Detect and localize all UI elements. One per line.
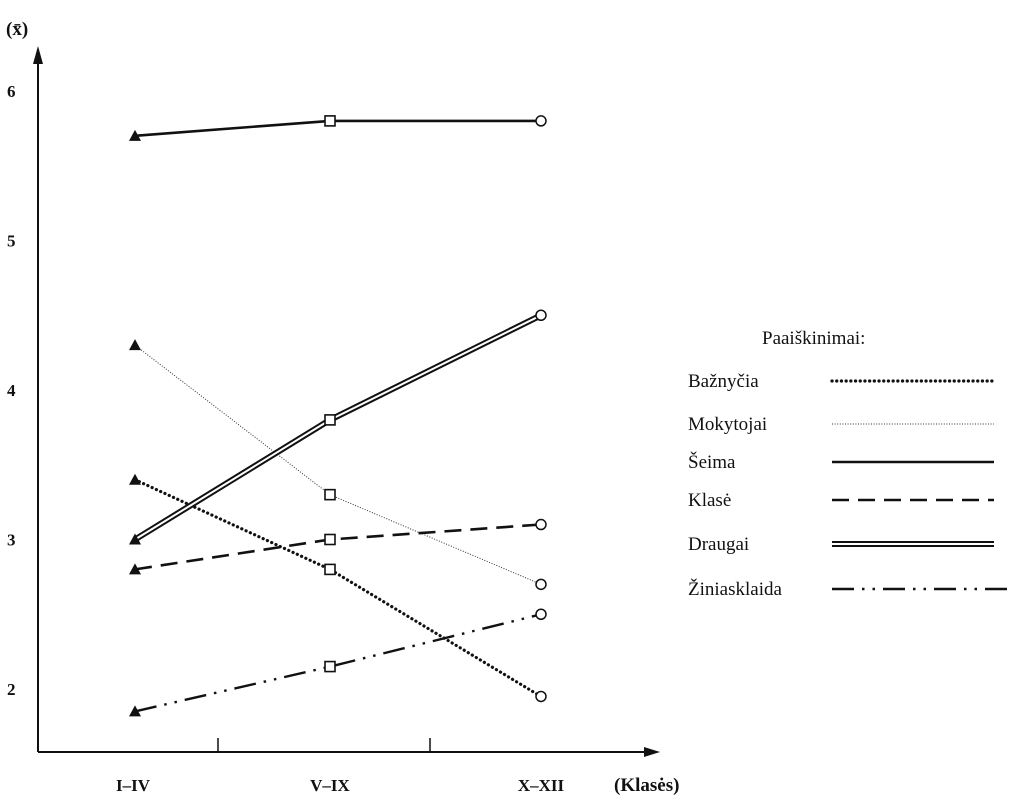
y-tick-label: 2 bbox=[7, 680, 16, 699]
square-marker bbox=[324, 488, 336, 501]
legend-label: Klasė bbox=[688, 490, 731, 511]
square-marker bbox=[324, 563, 336, 576]
triangle-marker bbox=[129, 473, 141, 485]
y-tick-label: 5 bbox=[7, 232, 16, 251]
y-tick-label: 4 bbox=[7, 381, 16, 400]
circle-marker bbox=[535, 690, 547, 703]
series-line bbox=[133, 312, 543, 543]
legend-items: Bažnyčia Mokytojai Šeima Klasė Draugai Žinias… bbox=[688, 371, 1008, 600]
series-line-inner bbox=[134, 314, 542, 541]
category-labels: I–IV V–IX X–XII bbox=[116, 776, 565, 795]
x-axis-label: (Klasės) bbox=[614, 775, 679, 796]
category-label: I–IV bbox=[116, 776, 151, 795]
legend-label: Žiniasklaida bbox=[688, 578, 782, 600]
category-label: V–IX bbox=[310, 776, 350, 795]
circle-marker bbox=[535, 115, 547, 127]
triangle-marker bbox=[129, 339, 141, 351]
circle-marker bbox=[535, 518, 547, 531]
square-marker bbox=[324, 414, 336, 426]
triangle-marker bbox=[129, 533, 141, 545]
series-line bbox=[134, 344, 542, 585]
circle-marker bbox=[535, 309, 547, 321]
series-lines bbox=[133, 119, 543, 713]
y-tick-label: 6 bbox=[7, 82, 16, 101]
square-marker bbox=[324, 660, 336, 673]
y-tick-labels: 2 3 4 5 6 bbox=[7, 82, 16, 699]
triangle-marker bbox=[129, 705, 141, 717]
series-line bbox=[134, 119, 541, 138]
y-tick-label: 3 bbox=[7, 531, 16, 550]
square-marker bbox=[324, 533, 336, 546]
legend-title: Paaiškinimai: bbox=[762, 328, 865, 349]
series-line bbox=[134, 613, 542, 713]
circle-marker bbox=[535, 608, 547, 620]
legend-label: Šeima bbox=[688, 451, 736, 473]
legend: Paaiškinimai: Bažnyčia Mokytojai Šeima Klas… bbox=[688, 328, 1008, 600]
legend-label: Mokytojai bbox=[688, 414, 767, 435]
axes bbox=[33, 46, 660, 757]
triangle-marker bbox=[129, 563, 141, 575]
category-label: X–XII bbox=[518, 776, 565, 795]
square-marker bbox=[324, 115, 336, 127]
series-markers bbox=[129, 115, 547, 717]
legend-label: Draugai bbox=[688, 534, 749, 555]
y-axis-arrow bbox=[33, 46, 43, 64]
triangle-marker bbox=[129, 129, 141, 141]
y-axis-label: (x̄) bbox=[6, 19, 28, 40]
series-line bbox=[134, 523, 542, 571]
circle-marker bbox=[535, 578, 547, 591]
legend-label: Bažnyčia bbox=[688, 371, 759, 392]
x-axis-arrow bbox=[644, 747, 660, 757]
